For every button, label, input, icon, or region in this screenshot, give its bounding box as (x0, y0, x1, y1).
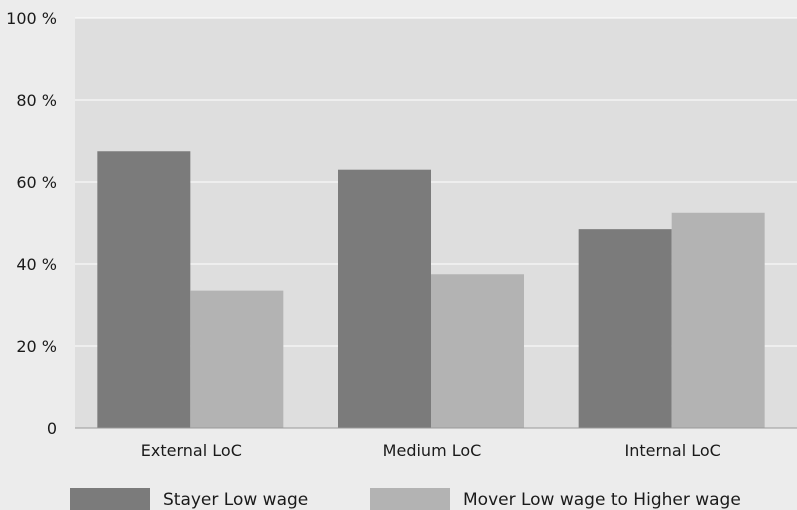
bar-mover-1 (190, 290, 284, 428)
x-category-label: Medium LoC (383, 441, 482, 460)
x-axis-categories: External LoC Medium LoC Internal LoC (141, 441, 721, 460)
legend: Stayer Low wage Mover Low wage to Higher … (70, 488, 741, 510)
y-tick-label: 100 % (6, 9, 57, 28)
legend-label: Mover Low wage to Higher wage (463, 490, 741, 510)
legend-label: Stayer Low wage (163, 490, 308, 510)
x-category-label: Internal LoC (624, 441, 720, 460)
y-tick-label: 0 (47, 419, 57, 438)
bar-stayer-1 (97, 151, 191, 428)
legend-swatch (370, 488, 450, 510)
x-category-label: External LoC (141, 441, 242, 460)
y-tick-label: 80 % (16, 91, 57, 110)
y-tick-label: 20 % (16, 337, 57, 356)
y-tick-label: 40 % (16, 255, 57, 274)
y-tick-label: 60 % (16, 173, 57, 192)
bar-mover-3 (671, 212, 765, 428)
legend-swatch (70, 488, 150, 510)
bar-mover-2 (431, 274, 524, 428)
bar-stayer-3 (578, 229, 672, 428)
bar-stayer-2 (338, 169, 431, 428)
bars (97, 151, 765, 428)
y-axis-ticks: 0 20 % 40 % 60 % 80 % 100 % (6, 9, 57, 438)
